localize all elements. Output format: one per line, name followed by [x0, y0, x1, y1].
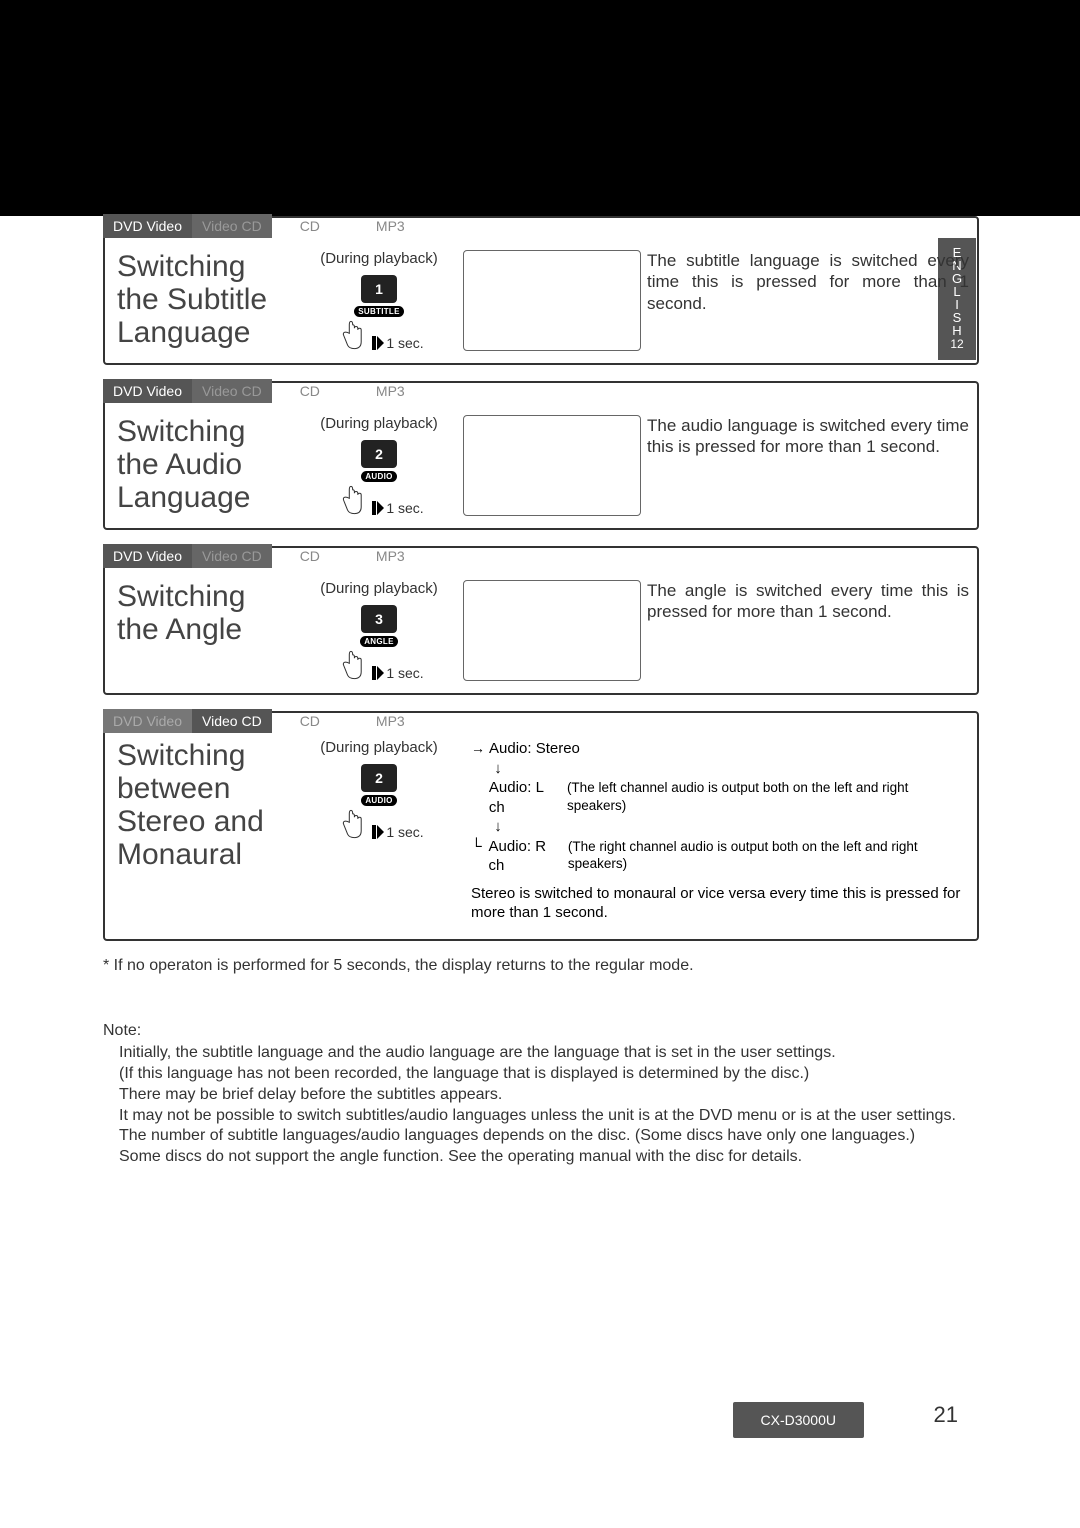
action-box: (During playback) 2 AUDIO 1 sec.: [301, 415, 457, 516]
format-tags: DVD Video Video CD CD MP3: [103, 544, 433, 568]
note-line: (If this language has not been recorded,…: [119, 1064, 979, 1085]
hold-duration: 1 sec.: [386, 665, 423, 681]
note-line: Some discs do not support the angle func…: [119, 1147, 979, 1168]
remote-button-2: 2: [361, 440, 397, 468]
tag-mp3: MP3: [348, 214, 433, 238]
hold-duration: 1 sec.: [386, 824, 423, 840]
hold-icon: 1 sec.: [370, 824, 423, 840]
section-stereo-monaural: DVD Video Video CD CD MP3 Switching betw…: [103, 711, 979, 941]
footnote: * If no operaton is performed for 5 seco…: [103, 957, 979, 975]
display-preview-box: [463, 250, 641, 351]
remote-button-graphic: 3 ANGLE 1 sec.: [334, 605, 423, 681]
tag-video-cd: Video CD: [192, 214, 272, 238]
audio-stereo-label: Audio: Stereo: [489, 739, 580, 759]
during-playback-label: (During playback): [301, 739, 457, 756]
notes-block: Note: Initially, the subtitle language a…: [103, 1021, 979, 1169]
tag-cd: CD: [272, 709, 348, 733]
remote-button-graphic: 1 SUBTITLE 1 sec.: [334, 275, 423, 351]
tag-cd: CD: [272, 379, 348, 403]
note-line: Initially, the subtitle language and the…: [119, 1043, 979, 1064]
remote-button-3: 3: [361, 605, 397, 633]
during-playback-label: (During playback): [301, 250, 457, 267]
format-tags: DVD Video Video CD CD MP3: [103, 709, 433, 733]
hand-press-icon: [334, 319, 368, 351]
action-box: (During playback) 2 AUDIO 1 sec.: [301, 739, 457, 923]
tag-cd: CD: [272, 214, 348, 238]
audio-lch-sub: (The left channel audio is output both o…: [567, 779, 969, 814]
hand-press-icon: [334, 649, 368, 681]
hold-icon: 1 sec.: [370, 500, 423, 516]
tag-video-cd: Video CD: [192, 544, 272, 568]
header-band: [0, 0, 1080, 216]
tag-cd: CD: [272, 544, 348, 568]
remote-button-2: 2: [361, 764, 397, 792]
description-text: The audio language is switched every tim…: [647, 415, 969, 516]
during-playback-label: (During playback): [301, 580, 457, 597]
format-tags: DVD Video Video CD CD MP3: [103, 214, 433, 238]
remote-button-label: AUDIO: [361, 471, 396, 482]
page-number: 21: [934, 1402, 958, 1428]
section-subtitle-language: DVD Video Video CD CD MP3 Switching the …: [103, 216, 979, 365]
audio-rch-label: Audio: R ch: [489, 837, 564, 876]
tag-mp3: MP3: [348, 709, 433, 733]
during-playback-label: (During playback): [301, 415, 457, 432]
audio-flow-diagram: →Audio: Stereo ↓ Audio: L ch (The left c…: [463, 739, 969, 923]
tag-mp3: MP3: [348, 544, 433, 568]
remote-button-graphic: 2 AUDIO 1 sec.: [334, 764, 423, 840]
tag-dvd-video: DVD Video: [103, 379, 192, 403]
description-text: The subtitle language is switched every …: [647, 250, 969, 351]
hold-icon: 1 sec.: [370, 665, 423, 681]
tag-dvd-video: DVD Video: [103, 709, 192, 733]
remote-button-label: SUBTITLE: [354, 306, 404, 317]
tag-dvd-video: DVD Video: [103, 544, 192, 568]
section-title: Switching the Subtitle Language: [113, 250, 295, 351]
note-line: The number of subtitle languages/audio l…: [119, 1126, 979, 1147]
hold-icon: 1 sec.: [370, 335, 423, 351]
audio-lch-label: Audio: L ch: [489, 778, 563, 817]
action-box: (During playback) 1 SUBTITLE 1 sec.: [301, 250, 457, 351]
format-tags: DVD Video Video CD CD MP3: [103, 379, 433, 403]
display-preview-box: [463, 415, 641, 516]
tag-mp3: MP3: [348, 379, 433, 403]
section-audio-language: DVD Video Video CD CD MP3 Switching the …: [103, 381, 979, 530]
hand-press-icon: [334, 808, 368, 840]
display-preview-box: [463, 580, 641, 681]
stereo-note: Stereo is switched to monaural or vice v…: [471, 884, 969, 923]
section-title: Switching between Stereo and Monaural: [113, 739, 295, 923]
note-label: Note:: [103, 1021, 979, 1042]
remote-button-label: ANGLE: [360, 636, 398, 647]
remote-button-1: 1: [361, 275, 397, 303]
section-title: Switching the Angle: [113, 580, 295, 681]
note-line: It may not be possible to switch subtitl…: [119, 1106, 979, 1127]
hold-duration: 1 sec.: [386, 500, 423, 516]
remote-button-graphic: 2 AUDIO 1 sec.: [334, 440, 423, 516]
hand-press-icon: [334, 484, 368, 516]
tag-video-cd: Video CD: [192, 709, 272, 733]
tag-video-cd: Video CD: [192, 379, 272, 403]
description-text: The angle is switched every time this is…: [647, 580, 969, 681]
tag-dvd-video: DVD Video: [103, 214, 192, 238]
note-line: There may be brief delay before the subt…: [119, 1085, 979, 1106]
hold-duration: 1 sec.: [386, 335, 423, 351]
remote-button-label: AUDIO: [361, 795, 396, 806]
model-badge: CX-D3000U: [733, 1402, 864, 1438]
audio-rch-sub: (The right channel audio is output both …: [568, 838, 969, 873]
action-box: (During playback) 3 ANGLE 1 sec.: [301, 580, 457, 681]
main-content: DVD Video Video CD CD MP3 Switching the …: [103, 216, 979, 1168]
section-title: Switching the Audio Language: [113, 415, 295, 516]
section-angle: DVD Video Video CD CD MP3 Switching the …: [103, 546, 979, 695]
